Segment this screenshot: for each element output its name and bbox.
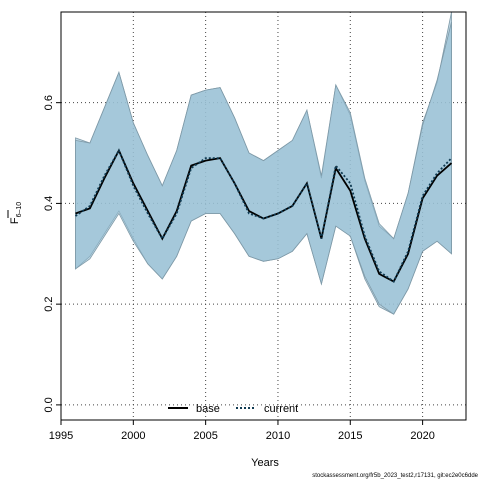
plot-frame xyxy=(60,11,467,421)
legend-label-current: current xyxy=(264,403,298,415)
confidence-bands xyxy=(75,11,452,315)
y-axis-label: F6–10 xyxy=(7,202,23,224)
y-tick-label-0.4: 0.4 xyxy=(43,196,55,211)
x-tick-label-2015: 2015 xyxy=(338,430,362,442)
svg-text:F6–10: F6–10 xyxy=(9,202,23,224)
band-current xyxy=(75,22,452,315)
y-axis-label-sub: 6–10 xyxy=(16,202,23,218)
x-tick-label-1995: 1995 xyxy=(49,430,73,442)
series-line-current xyxy=(74,148,453,283)
series-lines xyxy=(74,148,453,283)
y-tick-label-0: 0.0 xyxy=(43,397,55,412)
axes: 1995 2000 2005 2010 2015 2020 0.0 0.2 0.4 0.6 xyxy=(43,11,467,442)
legend: base current xyxy=(168,403,298,415)
y-axis-label-main: F xyxy=(9,217,21,224)
footer-text: stockassessment.org/fr5b_2023_test2,r171… xyxy=(312,473,478,479)
y-tick-label-0.2: 0.2 xyxy=(43,296,55,311)
y-tick-label-0.6: 0.6 xyxy=(43,95,55,110)
legend-label-base: base xyxy=(196,403,220,415)
x-tick-label-2005: 2005 xyxy=(193,430,217,442)
x-tick-label-2000: 2000 xyxy=(121,430,145,442)
x-tick-label-2010: 2010 xyxy=(266,430,290,442)
x-axis-label: Years xyxy=(251,457,279,469)
x-tick-label-2020: 2020 xyxy=(410,430,434,442)
